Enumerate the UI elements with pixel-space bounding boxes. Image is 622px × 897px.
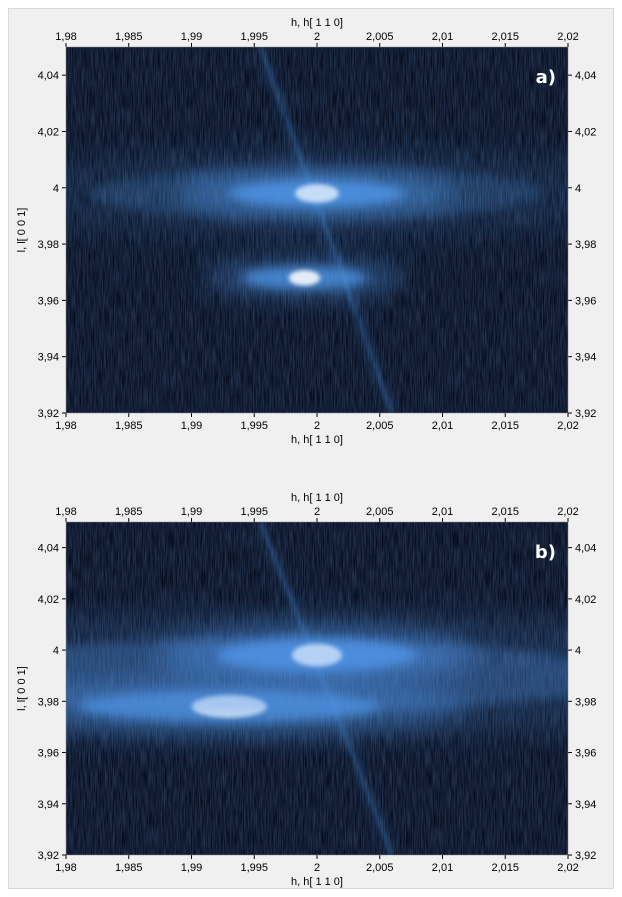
panel-b-right-axis: 3,92 3,94 3,96 3,98 4 4,02 4,04 — [568, 543, 596, 862]
panel-a-label: a) — [536, 67, 556, 88]
panel-b-label: b) — [535, 542, 556, 563]
panel-a-y-label: l, l[ 0 0 1] — [16, 208, 28, 253]
y-tick-label-left: 4 — [53, 183, 59, 195]
y-tick-label-right: 3,96 — [575, 748, 596, 760]
x-tick-label-top: 1,98 — [55, 31, 76, 43]
x-tick-label-bottom: 2 — [314, 862, 320, 874]
y-tick-label-left: 3,92 — [38, 850, 59, 862]
y-tick-label-right: 3,94 — [575, 799, 596, 811]
panel-b: 1,98 1,985 1,99 1,995 2 2,005 2,01 2,015 2,02 1,… — [16, 492, 596, 888]
x-tick-label-bottom: 1,99 — [181, 862, 202, 874]
x-tick-label-top: 2,005 — [366, 31, 394, 43]
x-tick-label-bottom: 1,99 — [181, 420, 202, 432]
figure-frame: 1,98 1,985 1,99 1,995 2 2,005 2,01 2,015 2,02 1,… — [8, 8, 614, 889]
x-tick-label-top: 1,985 — [115, 31, 143, 43]
peak-core — [288, 270, 321, 286]
panel-b-bottom-x-label: h, h[ 1 1 0] — [291, 876, 343, 888]
y-tick-label-left: 3,96 — [38, 295, 59, 307]
x-tick-label-top: 2,015 — [491, 506, 519, 518]
panel-a-left-axis: 3,92 3,94 3,96 3,98 4 4,02 4,04 — [38, 70, 66, 420]
x-tick-label-top: 2,015 — [491, 31, 519, 43]
panel-a-top-x-label: h, h[ 1 1 0] — [291, 17, 343, 29]
y-tick-label-left: 3,94 — [38, 352, 59, 364]
y-tick-label-left: 4,04 — [38, 543, 59, 555]
y-tick-label-right: 4 — [575, 645, 581, 657]
y-tick-label-left: 4,02 — [38, 594, 59, 606]
x-tick-label-top: 1,99 — [181, 506, 202, 518]
x-tick-label-top: 2 — [314, 506, 320, 518]
x-tick-label-bottom: 2,01 — [432, 420, 453, 432]
x-tick-label-top: 2,02 — [557, 506, 578, 518]
y-tick-label-left: 3,98 — [38, 239, 59, 251]
x-tick-label-bottom: 2 — [314, 420, 320, 432]
y-tick-label-right: 3,94 — [575, 352, 596, 364]
panel-a-right-axis: 3,92 3,94 3,96 3,98 4 4,02 4,04 — [568, 70, 596, 420]
panel-b-top-axis: 1,98 1,985 1,99 1,995 2 2,005 2,01 2,015 2,02 — [55, 506, 579, 522]
x-tick-label-top: 2,005 — [366, 506, 394, 518]
x-tick-label-top: 2 — [314, 31, 320, 43]
peak-body — [91, 166, 543, 221]
panel-b-y-label: l, l[ 0 0 1] — [16, 666, 28, 711]
x-tick-label-bottom: 1,995 — [240, 420, 268, 432]
x-tick-label-top: 2,02 — [557, 31, 578, 43]
x-tick-label-top: 1,99 — [181, 31, 202, 43]
y-tick-label-left: 3,98 — [38, 696, 59, 708]
x-tick-label-bottom: 2,01 — [432, 862, 453, 874]
y-tick-label-right: 4,04 — [575, 70, 596, 82]
x-tick-label-bottom: 1,985 — [115, 420, 143, 432]
y-tick-label-right: 3,96 — [575, 295, 596, 307]
y-tick-label-left: 4,04 — [38, 70, 59, 82]
x-tick-label-bottom: 1,995 — [240, 862, 268, 874]
y-tick-label-left: 4 — [53, 645, 59, 657]
panel-b-left-axis: 3,92 3,94 3,96 3,98 4 4,02 4,04 — [38, 543, 66, 862]
x-tick-label-bottom: 1,98 — [55, 420, 76, 432]
y-tick-label-right: 4,04 — [575, 543, 596, 555]
x-tick-label-bottom: 1,98 — [55, 862, 76, 874]
peak-body — [66, 638, 568, 713]
x-tick-label-bottom: 1,985 — [115, 862, 143, 874]
y-tick-label-right: 4,02 — [575, 594, 596, 606]
x-tick-label-top: 1,98 — [55, 506, 76, 518]
y-tick-label-right: 4 — [575, 183, 581, 195]
x-tick-label-bottom: 2,005 — [366, 862, 394, 874]
panel-a-bottom-axis: 1,98 1,985 1,99 1,995 2 2,005 2,01 2,015 2,02 — [55, 413, 579, 432]
panel-a-bottom-x-label: h, h[ 1 1 0] — [291, 434, 343, 446]
panel-a-top-axis: 1,98 1,985 1,99 1,995 2 2,005 2,01 2,015 2,02 — [55, 31, 579, 47]
x-tick-label-top: 2,01 — [432, 31, 453, 43]
x-tick-label-bottom: 2,015 — [491, 862, 519, 874]
y-tick-label-right: 3,98 — [575, 239, 596, 251]
x-tick-label-top: 1,985 — [115, 506, 143, 518]
x-tick-label-bottom: 2,015 — [491, 420, 519, 432]
x-tick-label-top: 2,01 — [432, 506, 453, 518]
panel-b-top-x-label: h, h[ 1 1 0] — [291, 492, 343, 504]
x-tick-label-top: 1,995 — [240, 31, 268, 43]
y-tick-label-left: 3,92 — [38, 408, 59, 420]
panel-a: 1,98 1,985 1,99 1,995 2 2,005 2,01 2,015 2,02 1,… — [16, 17, 596, 446]
x-tick-label-bottom: 2,005 — [366, 420, 394, 432]
y-tick-label-right: 3,92 — [575, 408, 596, 420]
rsm-figure: 1,98 1,985 1,99 1,995 2 2,005 2,01 2,015 2,02 1,… — [16, 17, 596, 888]
y-tick-label-right: 3,92 — [575, 850, 596, 862]
x-tick-label-top: 1,995 — [240, 506, 268, 518]
y-tick-label-left: 4,02 — [38, 126, 59, 138]
y-tick-label-right: 3,98 — [575, 696, 596, 708]
y-tick-label-left: 3,94 — [38, 799, 59, 811]
panel-b-bottom-axis: 1,98 1,985 1,99 1,995 2 2,005 2,01 2,015 2,02 — [55, 855, 579, 874]
x-tick-label-bottom: 2,02 — [557, 420, 578, 432]
x-tick-label-bottom: 2,02 — [557, 862, 578, 874]
y-tick-label-left: 3,96 — [38, 748, 59, 760]
y-tick-label-right: 4,02 — [575, 126, 596, 138]
